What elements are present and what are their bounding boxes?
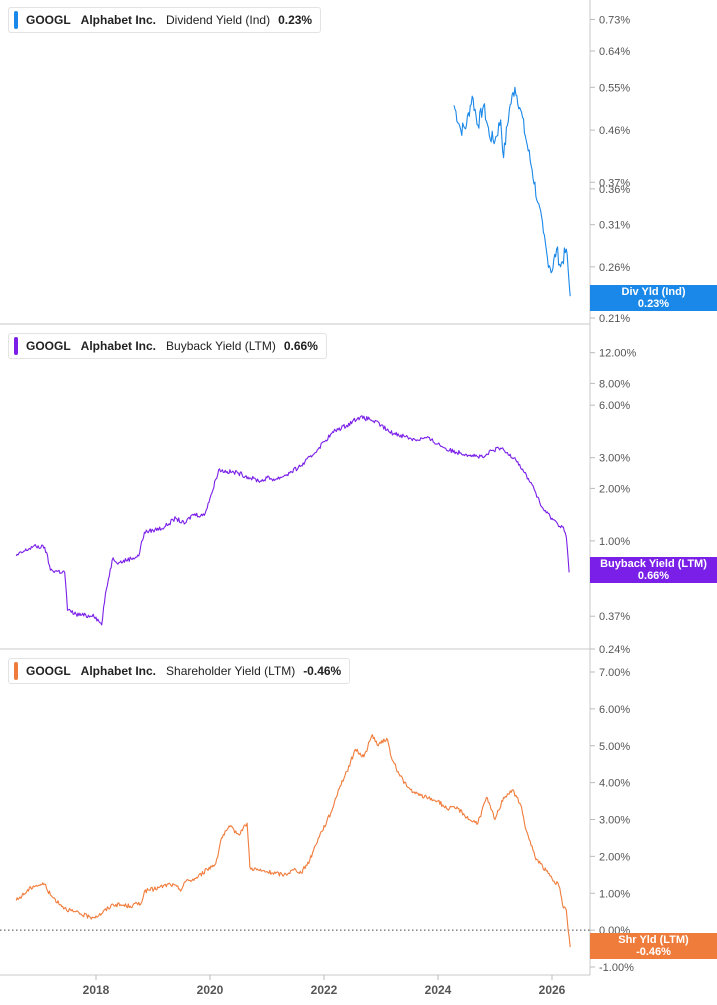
legend-value: 0.23% [278,13,313,27]
y-tick-label: 8.00% [599,378,630,390]
y-tick-label: 6.00% [599,400,630,412]
badge-value: 0.23% [637,298,670,310]
legend-dividend-yield: GOOGL Alphabet Inc. Dividend Yield (Ind)… [8,7,322,33]
y-tick-label: 0.37% [599,611,630,623]
y-tick-label: 0.46% [599,125,630,137]
y-tick-label: 3.00% [599,815,630,827]
y-tick-label: 0.73% [599,14,630,26]
badge-buyback-yield: Buyback Yield (LTM) 0.66% [590,557,717,583]
y-tick-label: -1.00% [599,962,634,974]
legend-metric: Dividend Yield (Ind) [166,13,271,27]
legend-buyback-yield: GOOGL Alphabet Inc. Buyback Yield (LTM) … [8,333,327,359]
y-tick-label: 7.00% [599,667,630,679]
y-tick-label: 1.00% [599,536,630,548]
legend-metric: Buyback Yield (LTM) [166,339,276,353]
y-tick-label: 1.00% [599,888,630,900]
y-tick-label: 3.00% [599,453,630,465]
y-tick-label: 0.36% [599,184,630,196]
series-line-shareholder-yield-ltm- [15,734,571,948]
series-line-buyback-yield-ltm- [15,415,570,626]
legend-company: Alphabet Inc. [80,339,157,353]
y-tick-label: 0.37% [599,177,630,189]
legend-shareholder-yield: GOOGL Alphabet Inc. Shareholder Yield (L… [8,658,351,684]
badge-label: Div Yld (Ind) [621,286,686,298]
badge-value: 0.66% [637,570,670,582]
y-tick-label: 0.21% [599,313,630,325]
series-line-dividend-yield-ind- [453,86,571,297]
legend-swatch [14,662,18,680]
y-tick-label: 2.00% [599,483,630,495]
y-tick-label: 0.24% [599,644,630,656]
badge-shareholder-yield: Shr Yld (LTM) -0.46% [590,933,717,959]
legend-value: 0.66% [283,339,318,353]
y-tick-label: 0.55% [599,82,630,94]
y-tick-label: 0.26% [599,262,630,274]
badge-label: Shr Yld (LTM) [618,934,689,946]
y-tick-label: 12.00% [599,348,637,360]
legend-company: Alphabet Inc. [80,664,157,678]
legend-ticker: GOOGL [26,664,71,678]
x-tick-label: 2026 [539,983,566,997]
x-tick-label: 2022 [311,983,338,997]
badge-value: -0.46% [636,946,671,958]
y-tick-label: 6.00% [599,704,630,716]
y-tick-label: 0.64% [599,46,630,58]
badge-label: Buyback Yield (LTM) [600,558,707,570]
y-tick-label: 0.31% [599,220,630,232]
x-tick-label: 2018 [83,983,110,997]
y-tick-label: 5.00% [599,741,630,753]
legend-company: Alphabet Inc. [80,13,157,27]
legend-metric: Shareholder Yield (LTM) [166,664,296,678]
x-tick-label: 2020 [197,983,224,997]
y-tick-label: 4.00% [599,778,630,790]
legend-swatch [14,11,18,29]
legend-ticker: GOOGL [26,339,71,353]
x-tick-label: 2024 [425,983,452,997]
legend-swatch [14,337,18,355]
badge-dividend-yield: Div Yld (Ind) 0.23% [590,285,717,311]
legend-ticker: GOOGL [26,13,71,27]
legend-value: -0.46% [303,664,342,678]
y-tick-label: 2.00% [599,851,630,863]
